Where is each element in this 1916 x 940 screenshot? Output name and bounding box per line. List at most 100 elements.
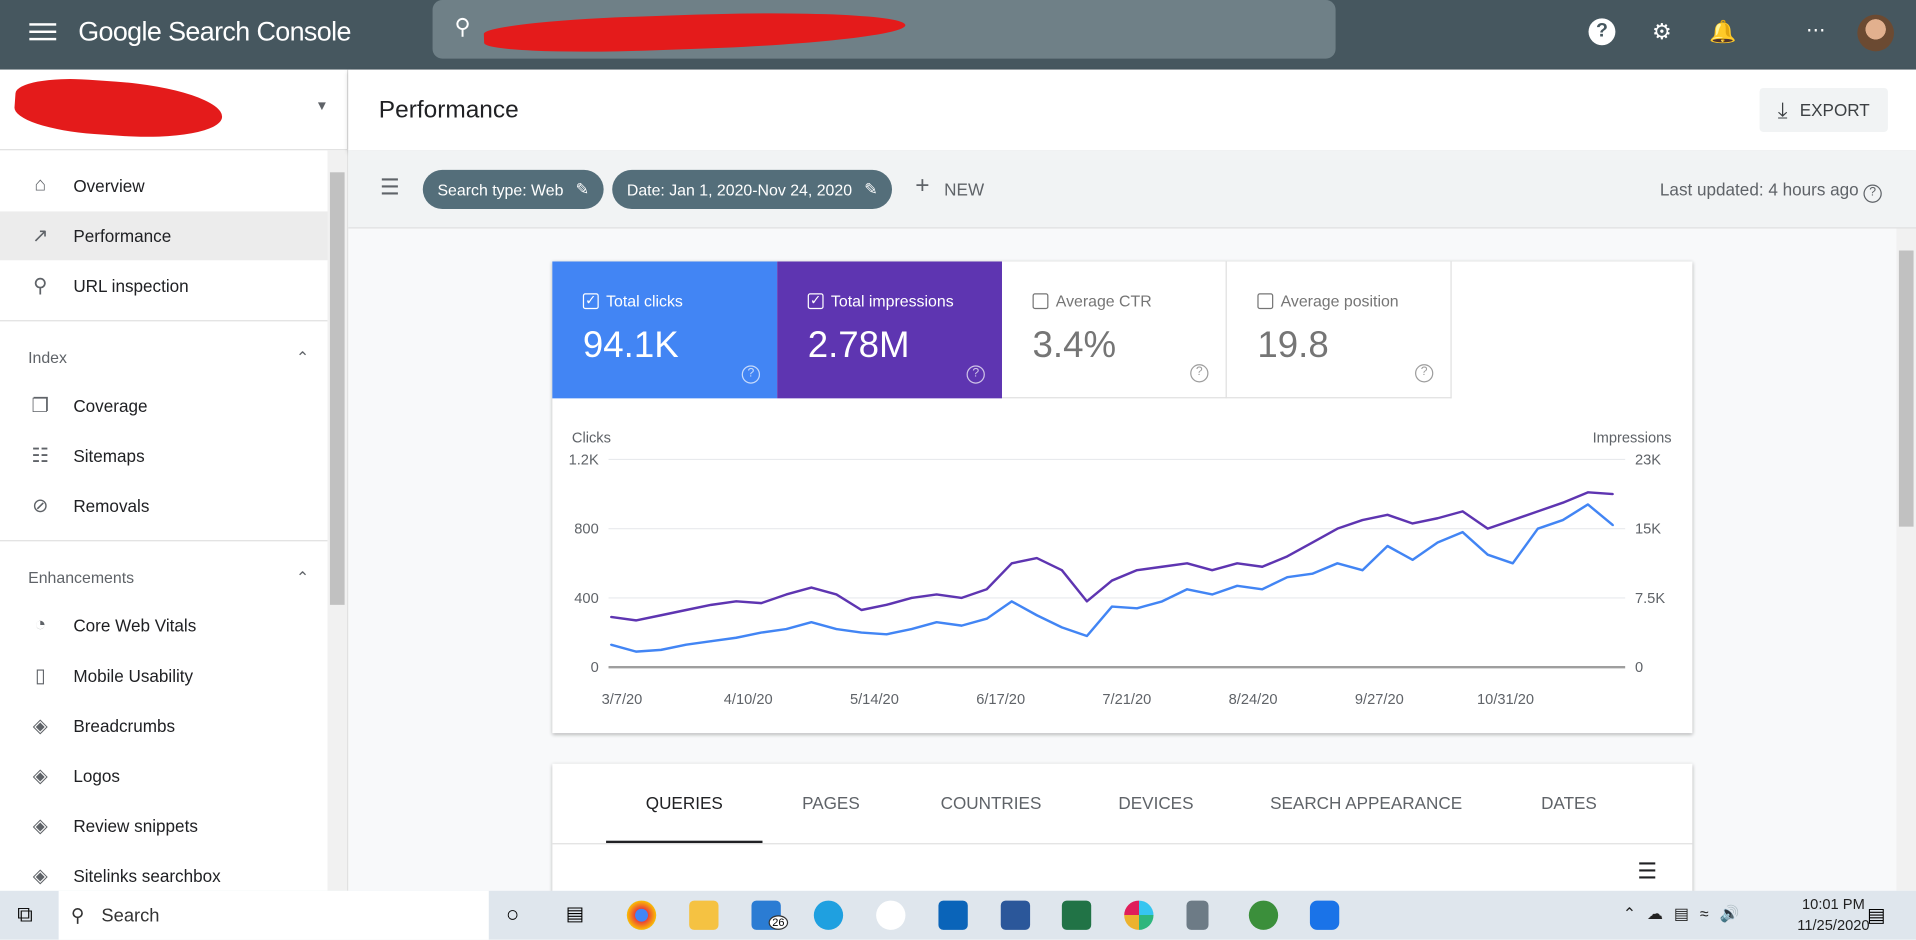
tab-countries[interactable]: COUNTRIES bbox=[940, 793, 1042, 813]
main-scrollbar-thumb[interactable] bbox=[1898, 250, 1914, 527]
sidebar-item-logos[interactable]: ◈ Logos bbox=[0, 751, 327, 800]
user-settings-icon[interactable]: ⚙ bbox=[1651, 19, 1672, 44]
help-icon[interactable]: ? bbox=[1190, 364, 1209, 383]
taskbar-search-input[interactable]: ⚲ Search bbox=[58, 890, 489, 940]
sidebar-item-performance[interactable]: ↗ Performance bbox=[0, 211, 328, 261]
data-point-impressions bbox=[1035, 557, 1038, 560]
cortana-icon[interactable]: ○ bbox=[505, 901, 520, 927]
performance-line-chart: Clicks Impressions 0 0 400 7.5K 800 15K 1.2K 23K 3… bbox=[569, 430, 1672, 708]
data-point-clicks bbox=[660, 648, 663, 651]
nav-label: Review snippets bbox=[73, 816, 198, 836]
data-point-clicks bbox=[1161, 600, 1164, 603]
notifications-icon[interactable]: 🔔 bbox=[1709, 19, 1737, 44]
help-icon[interactable]: ? bbox=[1415, 364, 1434, 383]
right-axis-label: Impressions bbox=[1593, 430, 1672, 446]
sidebar-item-mobile-usability[interactable]: ▯ Mobile Usability bbox=[0, 651, 327, 700]
data-point-clicks bbox=[1110, 605, 1113, 608]
avatar[interactable] bbox=[1857, 14, 1895, 52]
checkbox-checked[interactable]: ✓ bbox=[582, 293, 599, 310]
system-tray-icons[interactable]: ⌃☁▤≈🔊 bbox=[1622, 904, 1751, 923]
tab-devices[interactable]: DEVICES bbox=[1118, 793, 1194, 813]
help-icon[interactable]: ? bbox=[1588, 18, 1616, 46]
metric-average-ctr[interactable]: Average CTR 3.4%? bbox=[1001, 261, 1227, 399]
filter-icon[interactable]: ☰ bbox=[380, 174, 400, 200]
sidebar-item-review-snippets[interactable]: ◈ Review snippets bbox=[0, 802, 327, 851]
filter-bar: ☰ Search type: Web ✎ Date: Jan 1, 2020-No… bbox=[348, 150, 1916, 229]
help-icon[interactable]: ? bbox=[1863, 184, 1882, 203]
tab-search-appearance[interactable]: SEARCH APPEARANCE bbox=[1270, 793, 1463, 813]
menu-icon[interactable] bbox=[29, 20, 57, 47]
search-type-chip[interactable]: Search type: Web ✎ bbox=[422, 169, 604, 209]
outlook-icon[interactable] bbox=[938, 900, 968, 930]
date-chip[interactable]: Date: Jan 1, 2020-Nov 24, 2020 ✎ bbox=[612, 169, 893, 209]
data-point-clicks bbox=[1035, 614, 1038, 617]
excel-icon[interactable] bbox=[1061, 900, 1092, 930]
copy-icon: ❐ bbox=[31, 395, 50, 417]
chevron-up-icon[interactable]: ⌃ bbox=[295, 568, 310, 587]
data-point-clicks bbox=[1536, 527, 1539, 530]
checkbox-checked[interactable]: ✓ bbox=[807, 293, 824, 310]
checkbox-unchecked[interactable] bbox=[1032, 293, 1049, 310]
sidebar-item-core-web-vitals[interactable]: ◔ Core Web Vitals bbox=[0, 601, 327, 650]
layers-icon: ◈ bbox=[32, 766, 48, 787]
edge-icon[interactable] bbox=[813, 900, 844, 930]
nav-label: Mobile Usability bbox=[73, 665, 194, 686]
export-button[interactable]: ⤓ EXPORT bbox=[1759, 87, 1888, 132]
data-point-clicks bbox=[1085, 635, 1088, 637]
metric-total-impressions[interactable]: ✓ Total impressions 2.78M? bbox=[777, 261, 1002, 399]
filter-rows-icon[interactable]: ☰ bbox=[1637, 859, 1658, 884]
metric-average-position[interactable]: Average position 19.8? bbox=[1226, 261, 1452, 399]
taskbar-clock[interactable]: 10:01 PM 11/25/2020 bbox=[1797, 894, 1869, 936]
data-point-clicks bbox=[1236, 584, 1239, 587]
cloud-icon[interactable] bbox=[876, 900, 906, 930]
data-point-clicks bbox=[1411, 558, 1414, 561]
x-tick-label: 10/31/20 bbox=[1477, 692, 1534, 708]
sidebar-item-overview[interactable]: ⌂ Overview bbox=[0, 161, 327, 210]
property-search-input[interactable]: ⚲ bbox=[432, 0, 1336, 59]
tab-pages[interactable]: PAGES bbox=[802, 793, 860, 813]
data-point-impressions bbox=[1611, 493, 1614, 496]
mail-icon[interactable]: 26 bbox=[751, 900, 789, 930]
metric-total-clicks[interactable]: ✓ Total clicks 94.1K? bbox=[552, 261, 778, 399]
app-icon[interactable] bbox=[1309, 900, 1340, 930]
new-filter-button[interactable]: + NEW bbox=[915, 174, 984, 204]
notification-center-icon[interactable]: ▤ bbox=[1867, 905, 1886, 927]
data-point-clicks bbox=[1286, 576, 1289, 579]
redaction bbox=[483, 7, 906, 57]
tab-dates[interactable]: DATES bbox=[1541, 793, 1597, 813]
data-point-impressions bbox=[760, 602, 763, 605]
section-enhancements[interactable]: Enhancements ⌃ bbox=[28, 568, 309, 588]
data-point-clicks bbox=[635, 650, 637, 653]
sidebar: ▼ ⌂ Overview ↗ Performance ⚲ URL inspection… bbox=[0, 69, 349, 891]
word-icon[interactable] bbox=[1000, 900, 1031, 930]
help-icon[interactable]: ? bbox=[741, 365, 761, 384]
task-view-icon[interactable]: ▤ bbox=[565, 904, 585, 926]
sidebar-item-removals[interactable]: ⊘ Removals bbox=[0, 481, 327, 530]
windows-start-icon[interactable]: ⧉ bbox=[17, 901, 33, 927]
sidebar-item-coverage[interactable]: ❐ Coverage bbox=[0, 381, 327, 430]
chevron-up-icon[interactable]: ⌃ bbox=[295, 348, 310, 367]
app-icon[interactable] bbox=[1248, 900, 1279, 930]
checkbox-unchecked[interactable] bbox=[1257, 293, 1274, 310]
file-explorer-icon[interactable] bbox=[689, 900, 719, 930]
nav-label: Overview bbox=[73, 175, 145, 196]
data-point-clicks bbox=[1436, 541, 1439, 544]
nav-label: Performance bbox=[73, 226, 172, 246]
slack-icon[interactable] bbox=[1124, 900, 1154, 930]
sidebar-item-breadcrumbs[interactable]: ◈ Breadcrumbs bbox=[0, 701, 327, 750]
data-point-impressions bbox=[1311, 541, 1314, 544]
data-point-impressions bbox=[1461, 510, 1464, 513]
section-index[interactable]: Index ⌃ bbox=[28, 348, 309, 368]
apps-icon[interactable]: ⋯ bbox=[1806, 20, 1826, 42]
property-selector[interactable]: ▼ bbox=[0, 70, 348, 151]
chrome-icon[interactable] bbox=[626, 900, 657, 930]
calculator-icon[interactable] bbox=[1186, 900, 1209, 930]
sidebar-scrollbar-thumb[interactable] bbox=[329, 172, 345, 605]
data-point-clicks bbox=[785, 628, 788, 631]
sidebar-item-sitelinks-searchbox[interactable]: ◈ Sitelinks searchbox bbox=[0, 852, 327, 901]
sidebar-item-url-inspection[interactable]: ⚲ URL inspection bbox=[0, 261, 327, 310]
sidebar-item-sitemaps[interactable]: ☷ Sitemaps bbox=[0, 431, 327, 480]
tab-queries[interactable]: QUERIES bbox=[606, 764, 763, 844]
help-icon[interactable]: ? bbox=[966, 365, 985, 384]
data-point-impressions bbox=[1286, 555, 1289, 558]
